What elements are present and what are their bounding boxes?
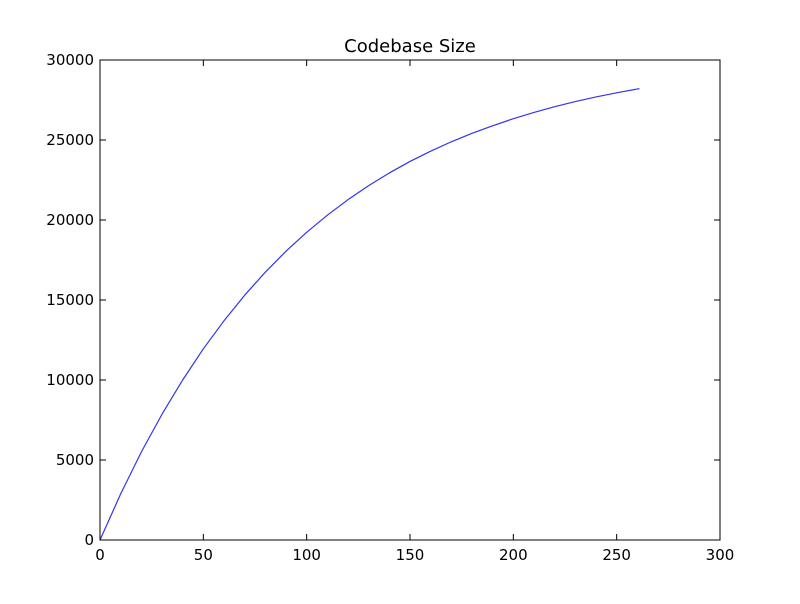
x-tick-label: 0 (95, 546, 105, 564)
x-tick-label: 200 (499, 546, 528, 564)
y-tick-label: 10000 (46, 371, 94, 389)
x-tick-label: 250 (602, 546, 631, 564)
y-tick-label: 30000 (46, 51, 94, 69)
x-tick-label: 50 (194, 546, 213, 564)
y-tick-label: 5000 (56, 451, 94, 469)
x-tick-label: 300 (706, 546, 735, 564)
y-tick-label: 25000 (46, 131, 94, 149)
y-tick-label: 20000 (46, 211, 94, 229)
y-tick-label: 15000 (46, 291, 94, 309)
plot-marks (99, 88, 640, 541)
y-tick-label: 0 (84, 531, 94, 549)
axis-ticks: 0 50 100 150 200 250 300 0 5000 10000 15000 20000 25… (46, 51, 734, 564)
x-tick-label: 150 (396, 546, 425, 564)
series-line-0 (99, 88, 640, 541)
chart-title: Codebase Size (344, 36, 476, 57)
plot-frame (99, 59, 721, 541)
x-tick-label: 100 (292, 546, 321, 564)
